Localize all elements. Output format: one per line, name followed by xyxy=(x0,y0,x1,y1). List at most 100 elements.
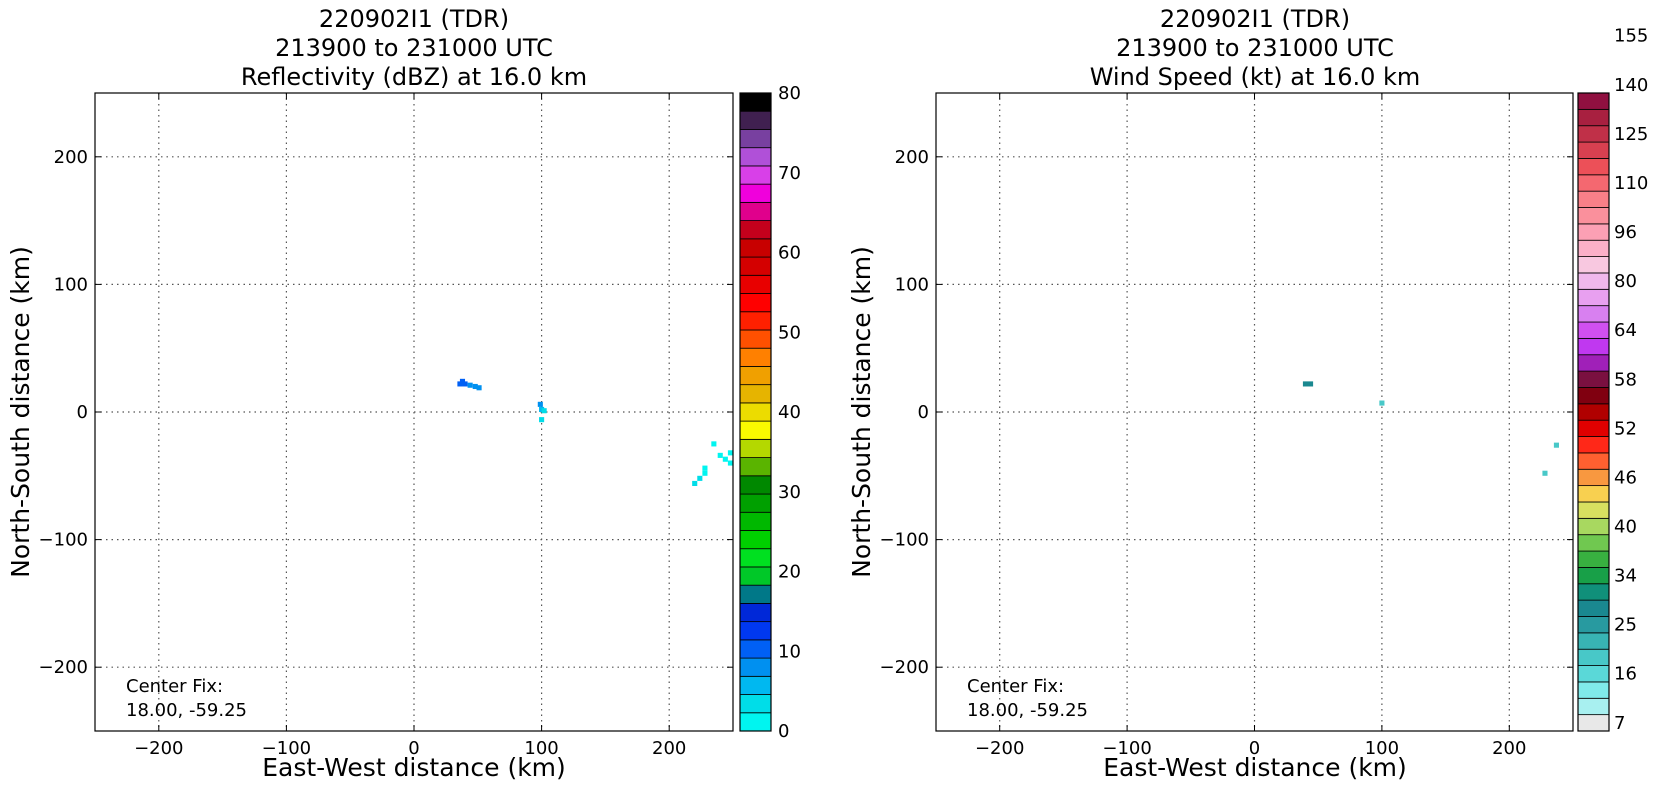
colorbar-segment xyxy=(1577,92,1610,110)
colorbar-tick-label: 25 xyxy=(1614,615,1637,636)
colorbar-segment xyxy=(739,92,772,112)
colorbar-segment xyxy=(739,511,772,531)
center-fix-value: 18.00, -59.25 xyxy=(126,700,247,721)
colorbar-segment xyxy=(739,657,772,677)
data-cell xyxy=(717,452,723,458)
x-ticks: −200 −100 0 100 200 xyxy=(134,93,686,759)
colorbar-tick-label: 10 xyxy=(778,641,801,662)
y-tick-label: 100 xyxy=(895,274,929,295)
colorbar-segment xyxy=(1577,354,1610,372)
colorbar-tick-label: 30 xyxy=(778,482,801,503)
colorbar-tick-label: 58 xyxy=(1614,369,1637,390)
y-tick-label: −100 xyxy=(39,530,88,551)
y-tick-label: −100 xyxy=(880,530,929,551)
colorbar-segment xyxy=(1577,681,1610,699)
colorbar-segment xyxy=(739,530,772,550)
y-axis-label: North-South distance (km) xyxy=(847,246,876,578)
colorbar-segment xyxy=(1577,616,1610,634)
colorbar-tick-label: 52 xyxy=(1614,418,1637,439)
y-tick-label: 0 xyxy=(77,402,88,423)
grid xyxy=(936,93,1573,731)
colorbar-segment xyxy=(1577,403,1610,421)
colorbar-tick-label: 110 xyxy=(1614,173,1648,194)
colorbar-segment xyxy=(739,475,772,495)
colorbar-segment xyxy=(739,183,772,203)
chart-title-line: 220902I1 (TDR) xyxy=(319,5,509,33)
colorbar-segment xyxy=(1577,550,1610,568)
colorbar-tick-label: 40 xyxy=(1614,517,1637,538)
colorbar-tick-label: 96 xyxy=(1614,222,1637,243)
colorbar-segment xyxy=(1577,337,1610,356)
colorbar-tick-label: 0 xyxy=(778,721,789,742)
colorbar-segment xyxy=(1577,599,1610,617)
colorbar-segment xyxy=(1577,239,1610,257)
colorbar-segment xyxy=(1577,452,1610,470)
x-tick-label: 0 xyxy=(408,738,419,759)
data-cell xyxy=(722,456,728,462)
data-cell xyxy=(472,383,478,390)
chart-title-line: 213900 to 231000 UTC xyxy=(275,34,553,62)
colorbar-segment xyxy=(1577,632,1610,650)
data-cells xyxy=(457,378,733,487)
x-tick-label: −200 xyxy=(134,738,183,759)
x-tick-label: 200 xyxy=(1492,738,1526,759)
colorbar: 0 10 20 30 40 50 60 70 80 xyxy=(739,83,801,742)
colorbar-tick-label: 70 xyxy=(778,163,801,184)
center-fix-label: Center Fix: xyxy=(967,676,1064,697)
colorbar-segment xyxy=(739,603,772,623)
y-tick-label: 200 xyxy=(54,147,88,168)
colorbar-tick-label: 34 xyxy=(1614,566,1637,587)
colorbar-segment xyxy=(739,366,772,386)
colorbar-tick-label: 155 xyxy=(1614,26,1648,47)
colorbar-segment xyxy=(739,256,772,276)
colorbar-segment xyxy=(739,402,772,422)
colorbar-segment xyxy=(739,584,772,604)
colorbar-tick-label: 140 xyxy=(1614,75,1648,96)
data-cell xyxy=(697,475,703,481)
colorbar-segment xyxy=(1577,256,1610,274)
colorbar-segment xyxy=(1577,272,1610,290)
data-cell xyxy=(467,382,473,388)
chart-title-line: Reflectivity (dBZ) at 16.0 km xyxy=(241,63,587,91)
colorbar-segment xyxy=(1577,321,1610,339)
colorbar-tick-label: 64 xyxy=(1614,320,1637,341)
colorbar-segment xyxy=(739,347,772,367)
colorbar-segment xyxy=(1577,108,1610,127)
data-cell xyxy=(711,441,717,447)
data-cell xyxy=(1302,381,1309,387)
colorbar-segment xyxy=(1577,468,1610,487)
colorbar-segment xyxy=(1577,501,1610,519)
colorbar-tick-label: 125 xyxy=(1614,124,1648,145)
x-axis-label: East-West distance (km) xyxy=(262,753,566,782)
colorbar-tick-label: 20 xyxy=(778,562,801,583)
x-axis-label: East-West distance (km) xyxy=(1103,753,1407,782)
x-tick-label: −100 xyxy=(262,738,311,759)
colorbar-segment xyxy=(1577,141,1610,159)
colorbar-segment xyxy=(1577,288,1610,307)
colorbar-segment xyxy=(739,420,772,440)
colorbar-segment xyxy=(1577,419,1610,437)
colorbar-tick-label: 80 xyxy=(1614,271,1637,292)
colorbar-frame xyxy=(1577,92,1610,732)
chart-title-line: 213900 to 231000 UTC xyxy=(1116,34,1394,62)
colorbar-segment xyxy=(1577,223,1610,241)
colorbar-segment xyxy=(1577,517,1610,536)
data-cell xyxy=(1379,400,1385,406)
colorbar: 7 16 25 34 40 46 52 58 64 80 96 110 125 140 155 xyxy=(1577,26,1648,734)
center-fix-value: 18.00, -59.25 xyxy=(967,700,1088,721)
x-tick-label: 0 xyxy=(1249,738,1260,759)
colorbar-segment xyxy=(739,621,772,641)
grid xyxy=(95,93,733,731)
colorbar-segment xyxy=(1577,485,1610,503)
colorbar-segment xyxy=(1577,567,1610,585)
data-cell xyxy=(537,401,543,407)
colorbar-segment xyxy=(739,329,772,349)
colorbar-segment xyxy=(1577,665,1610,683)
colorbar-tick-label: 7 xyxy=(1614,713,1625,734)
wind-speed-panel: 220902I1 (TDR) 213900 to 231000 UTC Wind… xyxy=(847,5,1648,782)
colorbar-segment xyxy=(739,457,772,477)
data-cell xyxy=(1542,470,1548,476)
colorbar-segment xyxy=(739,110,772,130)
center-fix-label: Center Fix: xyxy=(126,676,223,697)
chart-title-line: 220902I1 (TDR) xyxy=(1160,5,1350,33)
